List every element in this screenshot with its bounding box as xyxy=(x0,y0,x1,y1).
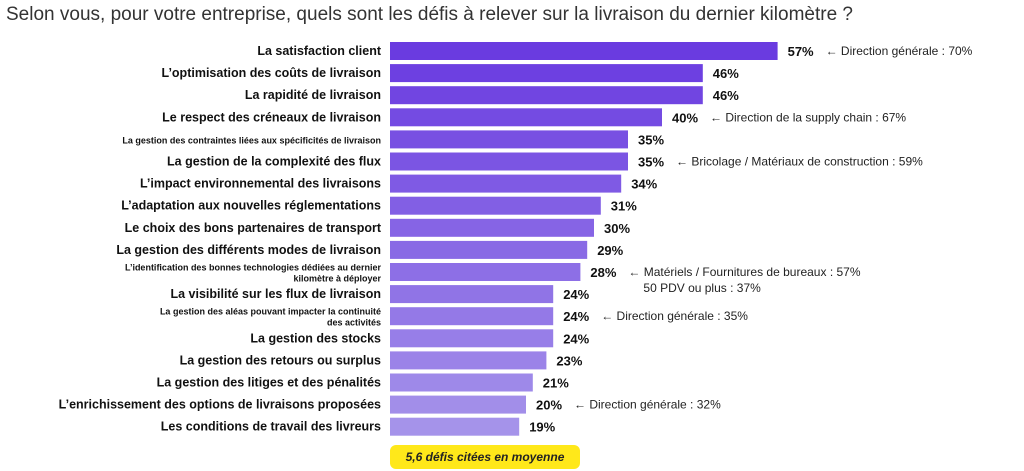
category-label: Le respect des créneaux de livraison xyxy=(162,110,381,124)
bar xyxy=(390,108,662,127)
annotation: ← Direction générale : 32% xyxy=(574,398,721,412)
bar xyxy=(390,285,554,304)
bar xyxy=(390,152,628,171)
value-label: 29% xyxy=(597,243,623,258)
bar xyxy=(390,42,778,60)
annotation: ← Bricolage / Matériaux de construction … xyxy=(676,155,923,169)
value-label: 23% xyxy=(556,353,582,368)
category-label: La gestion des retours ou surplus xyxy=(180,353,381,367)
average-badge: 5,6 défis citées en moyenne xyxy=(390,445,580,469)
value-label: 46% xyxy=(713,66,739,81)
bar xyxy=(390,174,622,193)
category-label: Les conditions de travail des livreurs xyxy=(161,420,381,434)
value-label: 24% xyxy=(563,309,589,324)
bar xyxy=(390,351,547,370)
value-label: 35% xyxy=(638,155,664,170)
category-label: La gestion des stocks xyxy=(250,331,381,345)
chart-title: Selon vous, pour votre entreprise, quels… xyxy=(6,4,853,25)
bar xyxy=(390,64,703,83)
bar xyxy=(390,263,581,281)
bar xyxy=(390,218,594,237)
category-label: L’adaptation aux nouvelles réglementatio… xyxy=(121,199,381,213)
category-label: La satisfaction client xyxy=(257,44,381,58)
value-label: 20% xyxy=(536,398,562,413)
category-label: La rapidité de livraison xyxy=(245,88,381,102)
bar xyxy=(390,329,554,348)
value-label: 19% xyxy=(529,420,555,435)
annotation: ← Direction générale : 35% xyxy=(601,309,748,323)
category-label: Le choix des bons partenaires de transpo… xyxy=(125,221,382,235)
bar xyxy=(390,86,703,105)
category-label: La gestion des litiges et des pénalités xyxy=(157,376,381,390)
annotation: ← Direction générale : 70% xyxy=(826,44,973,58)
value-label: 46% xyxy=(713,88,739,103)
bar xyxy=(390,196,601,215)
value-label: 57% xyxy=(788,44,814,59)
category-label: L’impact environnemental des livraisons xyxy=(140,177,381,191)
bar xyxy=(390,307,554,326)
value-label: 28% xyxy=(590,265,616,280)
category-label: La visibilité sur les flux de livraison xyxy=(171,287,382,301)
bar xyxy=(390,395,526,414)
bar xyxy=(390,373,533,392)
category-label: La gestion des aléas pouvant impacter la… xyxy=(160,307,381,328)
category-label: L’optimisation des coûts de livraison xyxy=(162,66,382,80)
value-label: 34% xyxy=(631,177,657,192)
bar xyxy=(390,240,588,259)
value-label: 40% xyxy=(672,110,698,125)
value-label: 21% xyxy=(543,376,569,391)
value-label: 24% xyxy=(563,287,589,302)
value-label: 31% xyxy=(611,199,637,214)
category-label: La gestion de la complexité des flux xyxy=(167,155,381,169)
value-label: 35% xyxy=(638,132,664,147)
bar xyxy=(390,130,628,149)
value-label: 24% xyxy=(563,331,589,346)
category-label: L’enrichissement des options de livraiso… xyxy=(59,398,381,412)
annotation: ← Matériels / Fournitures de bureaux : 5… xyxy=(628,265,860,295)
bar xyxy=(390,417,520,436)
category-label: La gestion des contraintes liées aux spé… xyxy=(122,135,381,145)
category-label: L’identification des bonnes technologies… xyxy=(125,263,382,284)
category-label: La gestion des différents modes de livra… xyxy=(116,243,381,257)
annotation: ← Direction de la supply chain : 67% xyxy=(710,110,906,124)
value-label: 30% xyxy=(604,221,630,236)
